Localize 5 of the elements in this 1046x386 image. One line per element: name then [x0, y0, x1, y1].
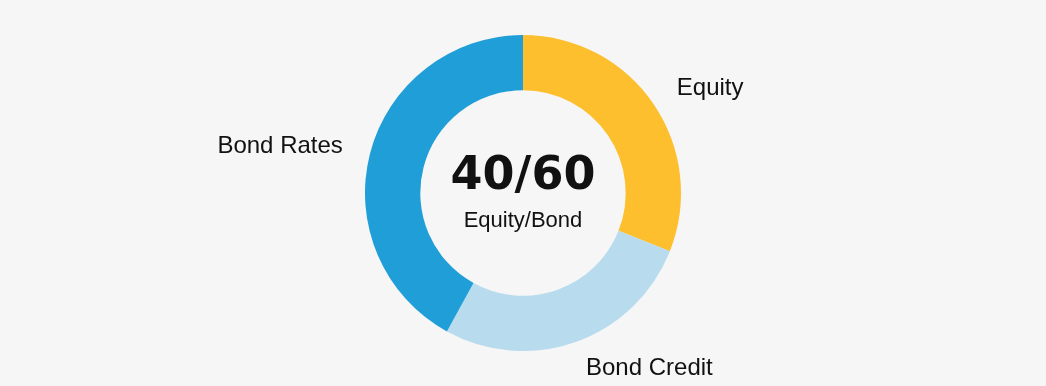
text: Equity/Bond — [463, 207, 583, 233]
text: 40/60 — [450, 145, 596, 200]
slice-label: Bond Rates — [217, 131, 343, 159]
slice-label: Equity — [676, 73, 744, 101]
slice-label: Bond Credit — [586, 352, 714, 380]
